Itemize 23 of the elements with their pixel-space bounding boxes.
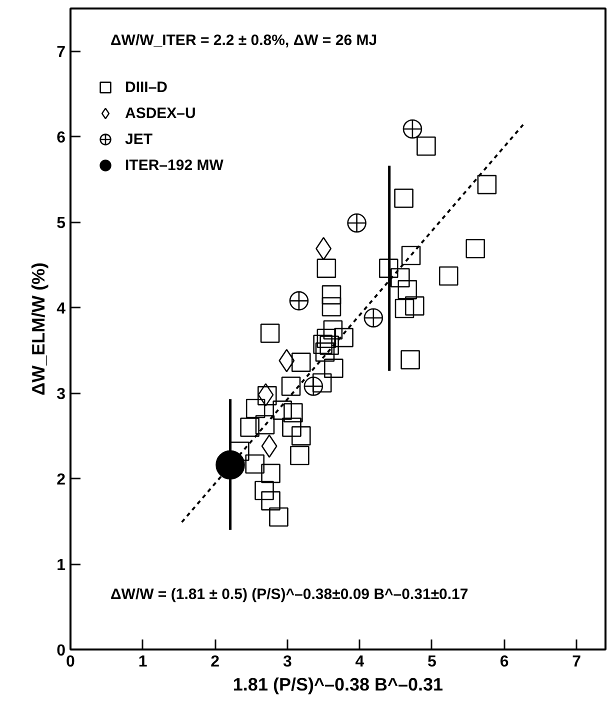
x-tick-label: 7 bbox=[572, 654, 582, 670]
y-axis-title: ΔW_ELM/W (%) bbox=[28, 262, 49, 396]
y-tick-label: 5 bbox=[56, 215, 66, 232]
y-tick-label: 2 bbox=[56, 472, 66, 489]
y-tick-label: 6 bbox=[56, 130, 66, 147]
x-tick-label: 6 bbox=[500, 654, 509, 670]
x-tick-label: 3 bbox=[282, 654, 292, 670]
y-tick-label: 1 bbox=[56, 557, 66, 574]
y-tick-label: 0 bbox=[56, 642, 66, 660]
y-tick-label: 3 bbox=[56, 386, 66, 404]
legend-label: DIII–D bbox=[125, 78, 168, 96]
x-tick-label: 2 bbox=[210, 654, 220, 670]
annotation: ΔW/W_ITER = 2.2 ± 0.8%, ΔW = 26 MJ bbox=[110, 32, 378, 49]
x-tick-label: 1 bbox=[138, 654, 148, 670]
legend-label: ITER–192 MW bbox=[125, 156, 224, 174]
x-tick-label: 5 bbox=[428, 654, 437, 670]
y-tick-label: 4 bbox=[56, 300, 66, 318]
annotation: ΔW/W = (1.81 ± 0.5) (P/S)^–0.38±0.09 B^–0.31±0.17 bbox=[110, 586, 468, 603]
x-axis-title: 1.81 (P/S)^–0.38 B^–0.31 bbox=[232, 674, 444, 694]
legend-label: ASDEX–U bbox=[125, 104, 196, 122]
legend-label: JET bbox=[125, 130, 153, 148]
x-tick-label: 4 bbox=[355, 654, 364, 670]
y-tick-label: 7 bbox=[56, 44, 66, 62]
